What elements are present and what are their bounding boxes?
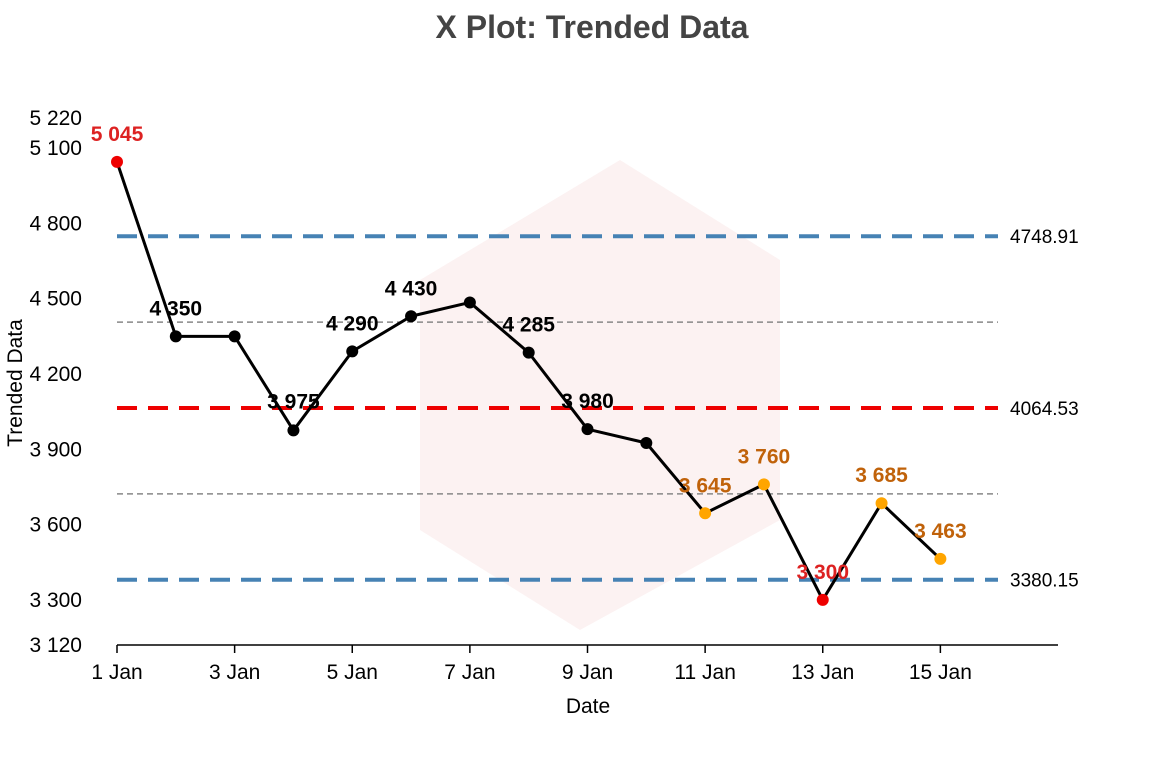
data-label: 5 045 xyxy=(91,123,144,146)
data-point[interactable] xyxy=(757,478,770,491)
center-line-label: 4064.53 xyxy=(1010,399,1079,420)
data-label: 3 300 xyxy=(796,561,849,584)
y-tick-label: 4 500 xyxy=(29,288,82,311)
data-point[interactable] xyxy=(405,310,418,323)
data-label: 4 430 xyxy=(385,277,438,300)
y-tick-label: 4 800 xyxy=(29,212,82,235)
data-label: 3 980 xyxy=(561,390,614,413)
data-point[interactable] xyxy=(640,436,653,449)
data-point[interactable] xyxy=(522,346,535,359)
y-tick-label: 3 300 xyxy=(29,589,82,612)
y-axis: 3 120 3 300 3 600 3 900 4 200 4 500 4 800 5 100… xyxy=(29,107,82,657)
x-tick-label: 3 Jan xyxy=(209,661,260,684)
y-tick-label: 4 200 xyxy=(29,363,82,386)
data-point[interactable] xyxy=(581,423,594,436)
y-tick-label: 5 100 xyxy=(29,137,82,160)
x-tick-label: 1 Jan xyxy=(91,661,142,684)
y-tick-label: 5 220 xyxy=(29,107,82,130)
data-label: 4 350 xyxy=(150,297,203,320)
x-tick-label: 5 Jan xyxy=(327,661,378,684)
y-axis-title: Trended Data xyxy=(4,319,27,447)
x-tick-label: 15 Jan xyxy=(909,661,972,684)
data-label: 4 290 xyxy=(326,312,379,335)
data-point[interactable] xyxy=(875,497,888,510)
y-tick-label: 3 120 xyxy=(29,634,82,657)
data-point[interactable] xyxy=(699,507,712,520)
data-point[interactable] xyxy=(169,330,182,343)
x-tick-label: 13 Jan xyxy=(791,661,854,684)
data-point[interactable] xyxy=(346,345,359,358)
data-label: 3 975 xyxy=(267,390,320,413)
x-axis-title: Date xyxy=(566,695,610,718)
data-point[interactable] xyxy=(228,330,241,343)
x-tick-label: 7 Jan xyxy=(444,661,495,684)
reference-lines: 4748.91 4064.53 3380.15 xyxy=(117,227,1079,592)
data-label: 3 463 xyxy=(914,520,967,543)
chart-title: X Plot: Trended Data xyxy=(436,9,749,45)
y-tick-label: 3 600 xyxy=(29,514,82,537)
data-labels: 5 045 4 350 3 975 4 290 4 430 4 285 3 980 3 645… xyxy=(91,123,967,584)
data-label: 3 760 xyxy=(738,445,791,468)
x-tick-label: 11 Jan xyxy=(674,661,736,684)
y-tick-label: 3 900 xyxy=(29,438,82,461)
watermark xyxy=(420,160,780,630)
data-point[interactable] xyxy=(111,155,123,168)
data-point[interactable] xyxy=(816,593,829,606)
data-label: 3 685 xyxy=(855,464,908,487)
series-trended-data xyxy=(111,155,947,606)
lower-limit-label: 3380.15 xyxy=(1010,571,1079,592)
upper-limit-label: 4748.91 xyxy=(1010,227,1079,248)
data-point[interactable] xyxy=(934,552,947,565)
data-label: 3 645 xyxy=(679,474,732,497)
data-point[interactable] xyxy=(287,424,300,437)
x-axis: 1 Jan 3 Jan 5 Jan 7 Jan 9 Jan 11 Jan 13 Jan 15 … xyxy=(91,644,1058,684)
x-tick-label: 9 Jan xyxy=(562,661,613,684)
data-point[interactable] xyxy=(463,296,476,309)
data-label: 4 285 xyxy=(502,314,555,337)
